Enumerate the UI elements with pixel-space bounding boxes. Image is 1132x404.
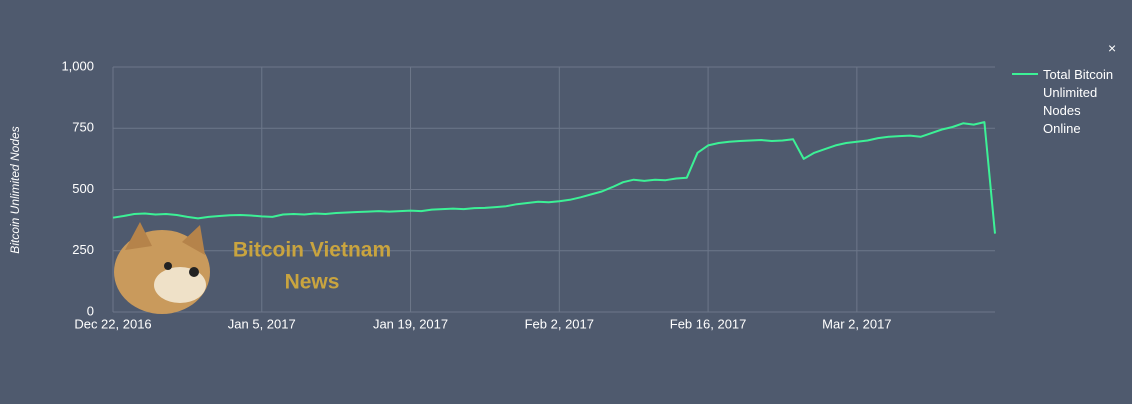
x-tick-label: Jan 5, 2017 [228,316,296,331]
watermark-logo [182,225,205,255]
y-tick-label: 1,000 [61,58,94,73]
watermark-logo [189,267,199,277]
watermark: Bitcoin Vietnam News [114,222,391,314]
data-line [112,121,996,234]
x-tick-label: Feb 16, 2017 [670,316,747,331]
y-axis-label: Bitcoin Unlimited Nodes [8,126,22,253]
y-tick-label: 750 [72,120,94,135]
x-tick-label: Mar 2, 2017 [822,316,891,331]
legend-label: Total Bitcoin Unlimited Nodes Online [1043,67,1114,136]
grid [112,66,995,313]
y-tick-label: 250 [72,242,94,257]
watermark-logo [125,222,152,250]
x-tick-label: Dec 22, 2016 [74,316,151,331]
y-tick-label: 0 [87,303,94,318]
watermark-text: Bitcoin Vietnam [233,239,391,262]
x-tick-label: Feb 2, 2017 [525,316,594,331]
x-tick-label: Jan 19, 2017 [373,316,448,331]
watermark-text: News [285,271,340,294]
y-tick-label: 500 [72,181,94,196]
close-button[interactable]: × [1108,40,1117,56]
watermark-logo [164,262,172,270]
